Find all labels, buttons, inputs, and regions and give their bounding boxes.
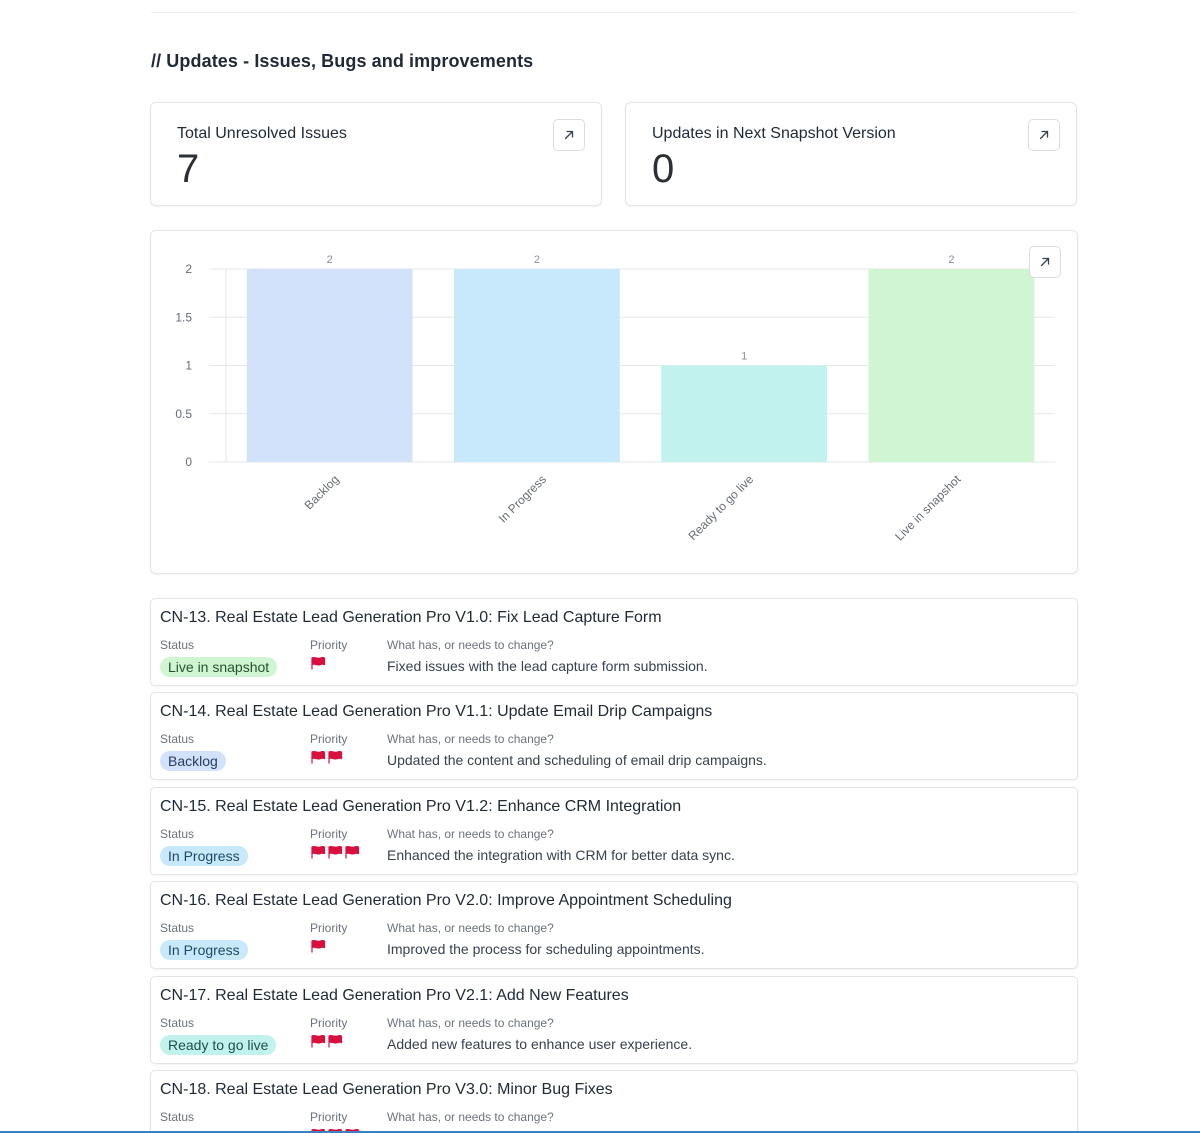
- status-badge: In Progress: [160, 940, 248, 960]
- status-badge: Backlog: [160, 751, 226, 771]
- priority-flags: [311, 846, 360, 859]
- y-tick-label: 1: [185, 359, 192, 373]
- priority-flags: [311, 751, 343, 764]
- priority-label: Priority: [310, 1016, 348, 1030]
- flag-icon: [328, 846, 343, 859]
- change-label: What has, or needs to change?: [387, 827, 554, 841]
- change-label: What has, or needs to change?: [387, 921, 554, 935]
- data-label: 2: [948, 254, 954, 266]
- bar[interactable]: [661, 365, 828, 463]
- issue-card[interactable]: CN-14. Real Estate Lead Generation Pro V…: [150, 692, 1078, 780]
- issue-title[interactable]: CN-14. Real Estate Lead Generation Pro V…: [160, 703, 713, 720]
- flag-icon: [345, 846, 360, 859]
- flag-icon: [311, 657, 326, 670]
- y-tick-label: 0.5: [175, 407, 192, 421]
- issue-card[interactable]: CN-17. Real Estate Lead Generation Pro V…: [150, 976, 1078, 1064]
- status-label: Status: [160, 921, 195, 935]
- y-tick-label: 1.5: [175, 310, 192, 324]
- expand-button[interactable]: [553, 119, 585, 151]
- change-label: What has, or needs to change?: [387, 1110, 554, 1124]
- issue-card[interactable]: CN-15. Real Estate Lead Generation Pro V…: [150, 787, 1078, 875]
- top-divider: [151, 12, 1077, 13]
- issue-title[interactable]: CN-17. Real Estate Lead Generation Pro V…: [160, 987, 629, 1004]
- priority-label: Priority: [310, 638, 348, 652]
- change-description: Improved the process for scheduling appo…: [387, 941, 705, 957]
- flag-icon: [311, 751, 326, 764]
- flag-icon: [328, 1035, 343, 1048]
- issue-title[interactable]: CN-15. Real Estate Lead Generation Pro V…: [160, 798, 682, 815]
- change-description: Added new features to enhance user exper…: [387, 1036, 693, 1052]
- status-label: Status: [160, 1110, 195, 1124]
- section-title: // Updates - Issues, Bugs and improvemen…: [151, 51, 534, 71]
- stat-value: 0: [652, 147, 675, 191]
- data-label: 2: [327, 254, 333, 266]
- change-description: Enhanced the integration with CRM for be…: [387, 847, 735, 863]
- priority-label: Priority: [310, 827, 348, 841]
- y-tick-label: 2: [185, 262, 192, 276]
- issue-card[interactable]: CN-13. Real Estate Lead Generation Pro V…: [150, 598, 1078, 686]
- bar[interactable]: [453, 269, 620, 462]
- arrow-up-right-icon: [564, 130, 574, 140]
- bar[interactable]: [246, 269, 413, 462]
- stat-card-total-unresolved: Total Unresolved Issues 7: [150, 102, 602, 206]
- status-label: Status: [160, 827, 195, 841]
- stat-card-next-snapshot: Updates in Next Snapshot Version 0: [625, 102, 1077, 206]
- x-tick-label: Ready to go live: [685, 472, 756, 543]
- status-bar-chart: 0 0.5 1 1.5 2 2 Backlog 2 In Progress 1 Ready to g…: [175, 254, 1055, 544]
- x-tick-label: Live in snapshot: [892, 472, 964, 544]
- flag-icon: [328, 751, 343, 764]
- arrow-up-right-icon: [1040, 257, 1050, 267]
- issue-title[interactable]: CN-16. Real Estate Lead Generation Pro V…: [160, 892, 732, 909]
- status-badge: Live in snapshot: [160, 657, 278, 677]
- change-label: What has, or needs to change?: [387, 732, 554, 746]
- status-label: Status: [160, 1016, 195, 1030]
- priority-flags: [311, 940, 326, 953]
- bottom-accent-line: [0, 1131, 1200, 1133]
- data-label: 2: [534, 254, 540, 266]
- priority-label: Priority: [310, 921, 348, 935]
- change-description: Fixed issues with the lead capture form …: [387, 658, 708, 674]
- issue-title[interactable]: CN-13. Real Estate Lead Generation Pro V…: [160, 609, 662, 626]
- change-description: Updated the content and scheduling of em…: [387, 752, 767, 768]
- issue-card[interactable]: CN-16. Real Estate Lead Generation Pro V…: [150, 881, 1078, 969]
- status-chart-card: 0 0.5 1 1.5 2 2 Backlog 2 In Progress 1 Ready to g…: [150, 230, 1078, 574]
- x-tick-label: In Progress: [496, 472, 549, 525]
- priority-label: Priority: [310, 732, 348, 746]
- status-label: Status: [160, 638, 195, 652]
- stat-label: Updates in Next Snapshot Version: [652, 125, 896, 142]
- stat-label: Total Unresolved Issues: [177, 125, 347, 142]
- priority-flags: [311, 1035, 343, 1048]
- status-badge: In Progress: [160, 846, 248, 866]
- flag-icon: [311, 1035, 326, 1048]
- expand-button[interactable]: [1028, 119, 1060, 151]
- priority-label: Priority: [310, 1110, 348, 1124]
- arrow-up-right-icon: [1039, 130, 1049, 140]
- change-label: What has, or needs to change?: [387, 638, 554, 652]
- issue-title[interactable]: CN-18. Real Estate Lead Generation Pro V…: [160, 1081, 613, 1098]
- status-badge: Ready to go live: [160, 1035, 277, 1055]
- status-label: Status: [160, 732, 195, 746]
- priority-flags: [311, 657, 326, 670]
- expand-button[interactable]: [1029, 246, 1061, 278]
- stat-value: 7: [177, 147, 200, 191]
- flag-icon: [311, 940, 326, 953]
- y-tick-label: 0: [185, 455, 192, 469]
- change-label: What has, or needs to change?: [387, 1016, 554, 1030]
- x-tick-label: Backlog: [302, 472, 342, 512]
- flag-icon: [311, 846, 326, 859]
- bar[interactable]: [868, 269, 1035, 462]
- issue-card[interactable]: CN-18. Real Estate Lead Generation Pro V…: [150, 1070, 1078, 1133]
- data-label: 1: [741, 351, 747, 363]
